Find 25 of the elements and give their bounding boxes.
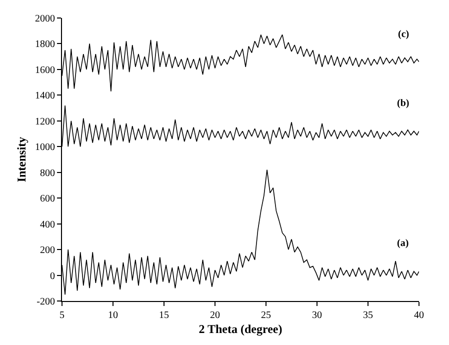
- series-label: (c): [398, 29, 410, 40]
- x-tick-label: 15: [159, 310, 169, 321]
- text: (b): [397, 98, 410, 109]
- series-label: (a): [397, 238, 409, 249]
- y-tick-label: 1800: [35, 39, 55, 50]
- y-tick-label: 800: [40, 168, 55, 179]
- y-tick-label: 600: [40, 194, 55, 205]
- x-tick-label: 10: [108, 310, 118, 321]
- x-tick-label: 25: [261, 310, 271, 321]
- x-tick-label: 40: [414, 310, 424, 321]
- y-tick-label: 400: [40, 219, 55, 230]
- y-tick-label: 1400: [35, 90, 55, 102]
- x-tick-label: 30: [312, 310, 322, 321]
- y-tick-label: 1000: [35, 142, 55, 154]
- y-tick-label: 2000: [35, 14, 55, 24]
- y-tick-label: -200: [36, 296, 55, 308]
- y-tick-label: 1600: [35, 64, 55, 76]
- x-tick-label: 20: [210, 310, 220, 321]
- x-axis-title: 2 Theta (degree): [198, 322, 282, 336]
- x-tick-label: 5: [60, 310, 64, 321]
- x-tick-label: 35: [363, 310, 373, 321]
- y-tick-label: 0: [50, 270, 55, 282]
- y-tick-label: 1200: [35, 116, 55, 128]
- y-axis-title: Intensity: [14, 136, 28, 182]
- y-tick-label: 200: [40, 245, 55, 256]
